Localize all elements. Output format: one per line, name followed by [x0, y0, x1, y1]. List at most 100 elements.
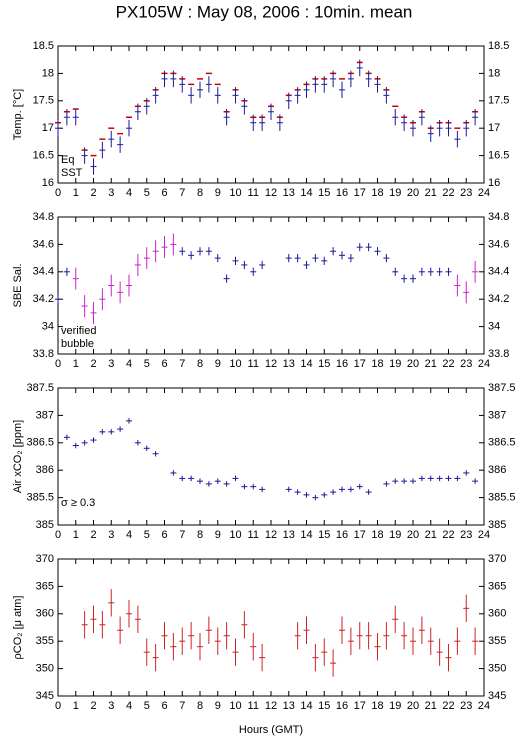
x-tick-label: 7 — [179, 358, 185, 370]
x-tick-label: 9 — [215, 187, 221, 199]
y-tick-label: 16.5 — [33, 150, 54, 162]
x-tick-label: 22 — [442, 700, 454, 712]
legend-entry: verified — [61, 325, 96, 337]
y-axis-label: Air xCO₂ [ppm] — [12, 420, 24, 493]
y-tick-label: 355 — [36, 635, 54, 647]
x-tick-label: 17 — [354, 529, 366, 541]
x-tick-label: 14 — [300, 700, 312, 712]
x-tick-label: 12 — [265, 358, 277, 370]
y-tick-label: 33.8 — [33, 348, 54, 360]
x-tick-label: 2 — [90, 529, 96, 541]
x-tick-label: 20 — [407, 700, 419, 712]
x-tick-label: 6 — [161, 700, 167, 712]
x-tick-label: 9 — [215, 700, 221, 712]
x-tick-label: 14 — [300, 187, 312, 199]
legend-entry: Eq — [61, 154, 74, 166]
x-tick-label: 21 — [425, 529, 437, 541]
x-tick-label: 22 — [442, 187, 454, 199]
y-tick-label: 370 — [36, 553, 54, 565]
y2-tick-label: 34 — [488, 321, 500, 333]
y2-tick-label: 385.5 — [488, 492, 516, 504]
annotation: σ ≥ 0.3 — [61, 497, 95, 509]
x-tick-label: 16 — [336, 700, 348, 712]
plot-frame — [57, 558, 485, 697]
x-tick-label: 1 — [73, 700, 79, 712]
x-tick-label: 23 — [460, 700, 472, 712]
y2-tick-label: 34.8 — [488, 211, 509, 223]
y2-tick-label: 385 — [488, 519, 506, 531]
plot-frame — [57, 216, 485, 355]
x-tick-label: 13 — [283, 358, 295, 370]
y-tick-label: 345 — [36, 690, 54, 702]
y-tick-label: 365 — [36, 580, 54, 592]
x-tick-label: 23 — [460, 187, 472, 199]
y-tick-label: 18.5 — [33, 40, 54, 52]
y2-tick-label: 387 — [488, 409, 506, 421]
x-tick-label: 15 — [318, 529, 330, 541]
x-tick-label: 9 — [215, 358, 221, 370]
y-tick-label: 360 — [36, 608, 54, 620]
x-tick-label: 23 — [460, 358, 472, 370]
legend-entry: SST — [61, 167, 83, 179]
y-tick-label: 34.4 — [33, 266, 54, 278]
x-tick-label: 8 — [197, 529, 203, 541]
x-tick-label: 16 — [336, 187, 348, 199]
x-tick-label: 0 — [55, 187, 61, 199]
x-tick-label: 5 — [144, 700, 150, 712]
y-tick-label: 385 — [36, 519, 54, 531]
y2-tick-label: 386.5 — [488, 437, 516, 449]
x-tick-label: 0 — [55, 529, 61, 541]
y-tick-label: 17.5 — [33, 95, 54, 107]
y-tick-label: 17 — [42, 122, 54, 134]
x-tick-label: 1 — [73, 358, 79, 370]
x-tick-label: 23 — [460, 529, 472, 541]
y2-tick-label: 33.8 — [488, 348, 509, 360]
x-tick-label: 19 — [389, 187, 401, 199]
y2-tick-label: 360 — [488, 608, 506, 620]
y2-tick-label: 18 — [488, 67, 500, 79]
x-tick-label: 19 — [389, 358, 401, 370]
x-tick-label: 19 — [389, 700, 401, 712]
x-tick-label: 10 — [229, 187, 241, 199]
x-tick-label: 4 — [126, 529, 132, 541]
y-tick-label: 387.5 — [26, 382, 54, 394]
x-tick-label: 17 — [354, 187, 366, 199]
y2-tick-label: 34.4 — [488, 266, 509, 278]
y2-tick-label: 387.5 — [488, 382, 516, 394]
y2-tick-label: 34.6 — [488, 238, 509, 250]
y-tick-label: 385.5 — [26, 492, 54, 504]
x-tick-label: 24 — [478, 529, 490, 541]
plot-frame — [57, 387, 485, 526]
x-tick-label: 24 — [478, 187, 490, 199]
x-tick-label: 12 — [265, 529, 277, 541]
x-tick-label: 13 — [283, 529, 295, 541]
y-tick-label: 16 — [42, 177, 54, 189]
y-tick-label: 18 — [42, 67, 54, 79]
y-tick-label: 34 — [42, 321, 54, 333]
x-tick-label: 1 — [73, 529, 79, 541]
y-tick-label: 386 — [36, 464, 54, 476]
x-tick-label: 14 — [300, 529, 312, 541]
x-tick-label: 3 — [108, 187, 114, 199]
x-tick-label: 4 — [126, 700, 132, 712]
x-tick-label: 8 — [197, 358, 203, 370]
x-tick-label: 16 — [336, 529, 348, 541]
y2-tick-label: 16.5 — [488, 150, 509, 162]
x-tick-label: 21 — [425, 700, 437, 712]
x-tick-label: 19 — [389, 529, 401, 541]
x-tick-label: 22 — [442, 358, 454, 370]
y-axis-label: ρCO₂ [μ atm] — [12, 596, 24, 660]
x-tick-label: 12 — [265, 700, 277, 712]
x-tick-label: 20 — [407, 529, 419, 541]
x-tick-label: 7 — [179, 529, 185, 541]
x-tick-label: 18 — [371, 358, 383, 370]
x-tick-label: 1 — [73, 187, 79, 199]
y-tick-label: 386.5 — [26, 437, 54, 449]
y-tick-label: 34.8 — [33, 211, 54, 223]
x-tick-label: 8 — [197, 187, 203, 199]
x-tick-label: 17 — [354, 358, 366, 370]
x-axis-label: Hours (GMT) — [239, 724, 303, 736]
x-tick-label: 3 — [108, 529, 114, 541]
x-tick-label: 2 — [90, 187, 96, 199]
